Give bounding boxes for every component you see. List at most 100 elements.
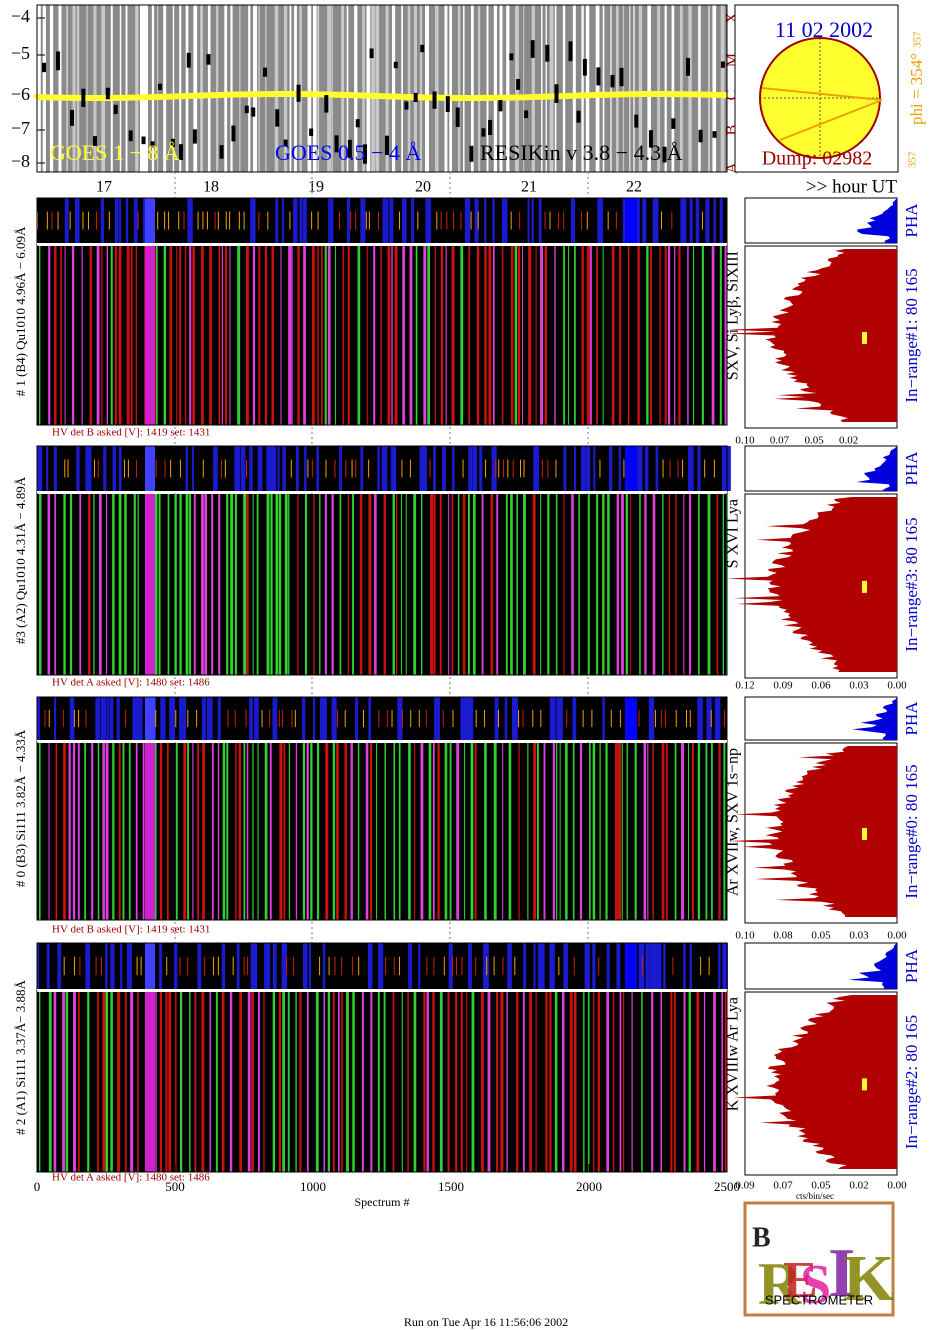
spectrum-line	[683, 494, 685, 675]
spectrum-line	[192, 246, 195, 425]
spectrum-line	[346, 992, 349, 1172]
pha-strip-band	[625, 943, 637, 989]
goes-bar	[200, 5, 204, 172]
panel-ylabel: # 0 (B3) Si111 3.82Å − 4.33Å	[13, 729, 28, 887]
pha-strip-bar	[179, 459, 181, 478]
spectrum-line	[336, 743, 339, 920]
spectrum-line	[282, 992, 285, 1172]
spectrum-line	[643, 743, 646, 920]
spectrum-line	[432, 743, 435, 920]
sun-date: 11 02 2002	[775, 17, 873, 42]
spectrum-line	[563, 246, 566, 425]
spectrum-line	[135, 246, 137, 425]
goes-legend: RESIKin v 3.8 − 4.3 Å	[480, 140, 683, 165]
spectrum-line	[476, 246, 480, 425]
range-label: In−range#2: 80 165	[902, 1015, 921, 1149]
pha-strip-bar	[191, 446, 194, 491]
pha-strip-bar	[390, 446, 397, 491]
pha-strip-bar	[48, 709, 50, 728]
spectrum-line	[705, 743, 708, 920]
spectrum-line	[324, 246, 327, 425]
spectrum-line	[374, 494, 377, 675]
pha-strip-bar	[254, 943, 258, 989]
spec-tick: 0.10	[735, 930, 755, 942]
spectrum-line	[501, 246, 504, 425]
goes-seg	[363, 144, 368, 164]
pha-hist	[835, 697, 897, 740]
spectrum-line	[433, 494, 436, 675]
goes-bar	[341, 5, 345, 172]
spectrum-line	[506, 992, 508, 1172]
spectrum-line	[621, 743, 623, 920]
goes-seg	[150, 141, 155, 148]
spectrum-line	[439, 494, 442, 675]
pha-strip-bar	[323, 697, 327, 740]
spectrum-line	[269, 743, 272, 920]
pha-strip-bar	[325, 459, 327, 478]
pha-strip-bar	[560, 697, 563, 740]
pha-strip-bar	[368, 211, 370, 230]
pha-strip-bar	[95, 697, 101, 740]
spectrum-line	[263, 992, 265, 1172]
spectrum-line	[445, 246, 447, 425]
spectrum-line	[315, 992, 319, 1172]
pha-strip-bar	[289, 211, 291, 230]
goes-legend: GOES 1 − 8 Å	[50, 140, 180, 165]
spectrum-line	[327, 246, 331, 425]
spectrum-line	[246, 494, 249, 675]
goes-seg	[596, 67, 601, 86]
spectrum-line	[112, 494, 115, 675]
spectra	[37, 246, 727, 425]
spectrum-line	[154, 743, 157, 920]
goes-bar	[541, 5, 543, 172]
spectrum-line	[535, 246, 537, 425]
goes-bar	[371, 5, 375, 172]
spectrum-line	[73, 992, 76, 1172]
pha-strip-bar	[662, 459, 664, 478]
spectrum-line	[572, 743, 575, 920]
pha-strip-bar	[544, 211, 546, 230]
pha-strip-bar	[672, 956, 674, 976]
pha-strip-band	[145, 697, 155, 740]
spectrum-line	[698, 494, 700, 675]
pha-strip-bar	[417, 211, 419, 230]
goes-seg	[393, 61, 398, 69]
pha-strip-bar	[460, 211, 462, 230]
pha-strip-bar	[442, 709, 444, 728]
sun-left: 357	[907, 151, 919, 168]
spectrum-line	[201, 246, 204, 425]
spectrum-line	[561, 992, 565, 1172]
spectrum-line	[155, 246, 158, 425]
spectrum-line	[457, 494, 460, 675]
pha-strip-bar	[69, 211, 71, 230]
pha-strip-bar	[700, 956, 702, 976]
spectrum-line	[523, 494, 526, 675]
spectrum-line	[451, 246, 455, 425]
spectrum-line	[596, 494, 599, 675]
goes-bar	[354, 5, 358, 172]
pha-strip-bar	[401, 709, 403, 728]
spectrum-line	[634, 743, 637, 920]
pha-strip-bar	[485, 459, 487, 478]
sun-phi: phi = 354°	[907, 53, 926, 125]
pha-strip-bar	[206, 211, 208, 230]
spectrum-line	[271, 246, 274, 425]
pha-hist	[835, 943, 897, 989]
goes-bar	[419, 5, 423, 172]
spectrum-line	[229, 246, 231, 425]
spectrum-line	[275, 494, 279, 675]
spectrum-line	[243, 494, 247, 675]
goes-seg	[231, 125, 236, 142]
pha-strip-bar	[249, 446, 253, 491]
pha-strip-bar	[393, 956, 395, 976]
pha-strip-bar	[57, 211, 59, 230]
spectrum-line	[703, 992, 706, 1172]
goes-bar	[434, 5, 439, 172]
pha-strip-bar	[419, 446, 425, 491]
logo-frame	[743, 1201, 895, 1317]
goes-seg	[469, 145, 474, 162]
pha-strip-bar	[657, 943, 662, 989]
pha-strip-bar	[303, 943, 308, 989]
goes-seg	[128, 130, 133, 142]
pha-strip-bar	[502, 956, 504, 976]
